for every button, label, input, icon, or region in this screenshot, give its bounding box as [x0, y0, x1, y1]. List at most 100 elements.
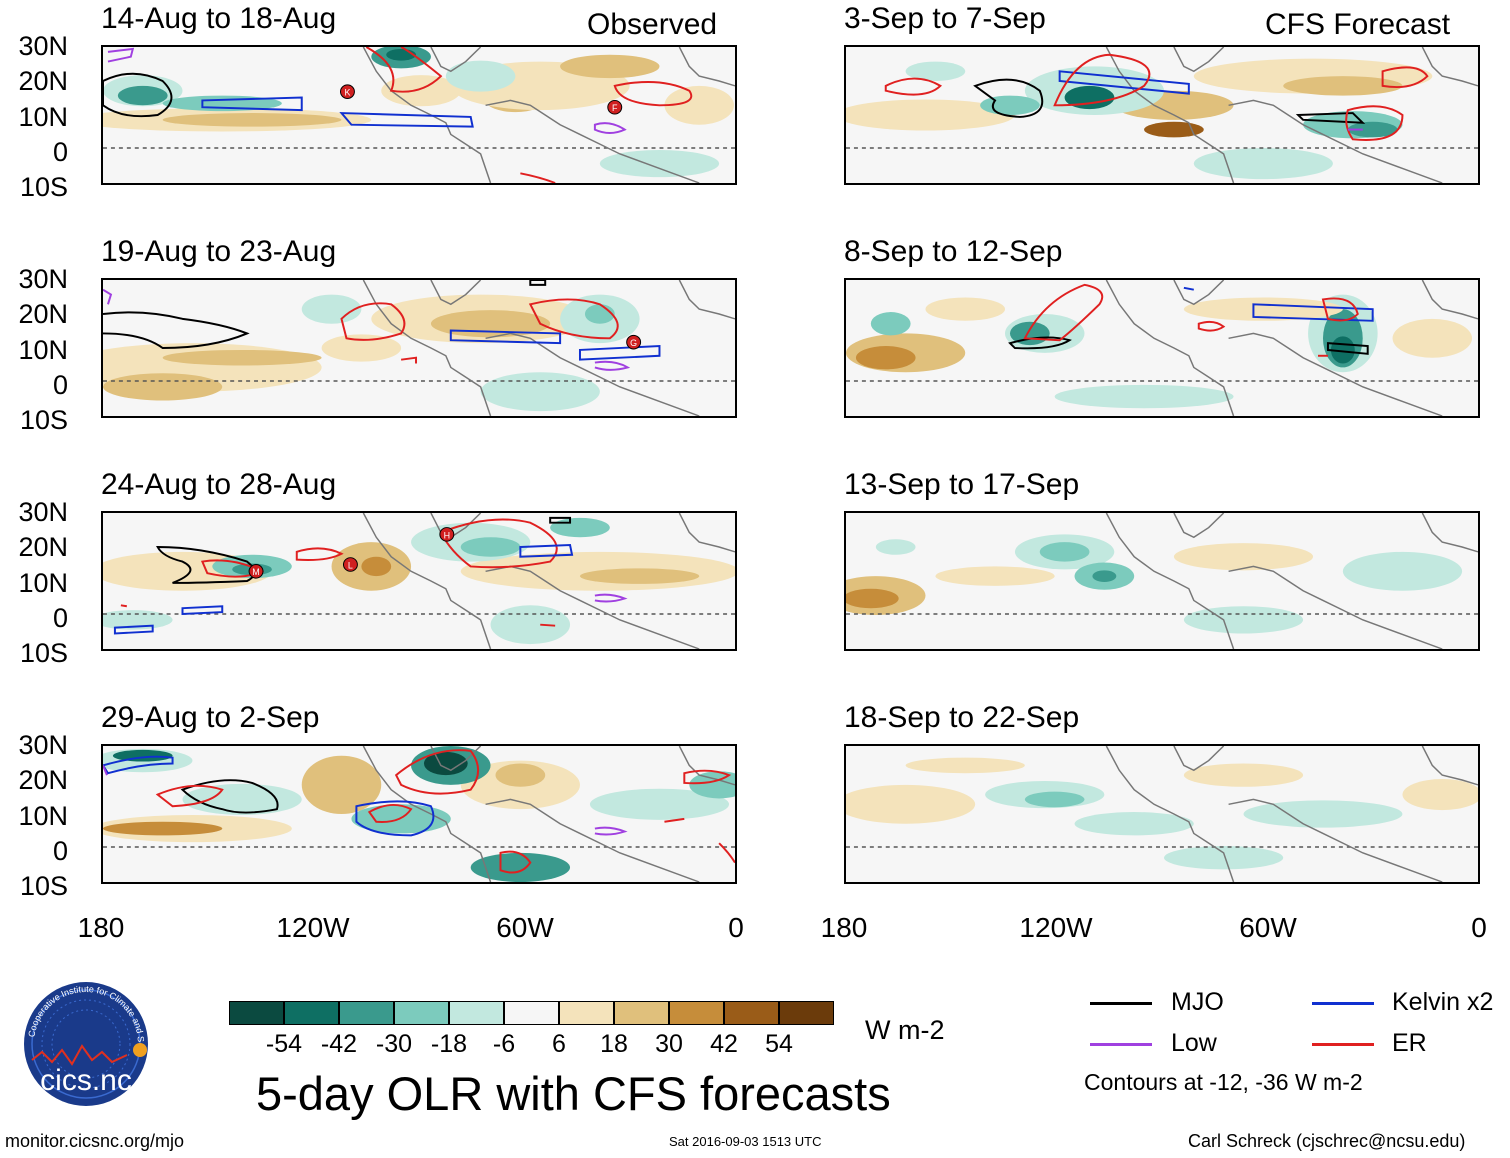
logo-text: cics.nc [40, 1064, 132, 1097]
lon-label: 120W [1019, 912, 1093, 943]
storm-marker-label: H [444, 530, 450, 540]
olr-anomaly-field [846, 294, 1473, 409]
lat-label: 10N [18, 801, 68, 831]
panel-title-1: 14-Aug to 18-Aug [101, 2, 337, 35]
lat-label: 30N [18, 264, 68, 294]
legend-label-kelvin: Kelvin x2 [1392, 988, 1494, 1016]
map-panel-8 [844, 744, 1480, 884]
lat-label: 20N [18, 765, 68, 795]
lat-label: 20N [18, 532, 68, 562]
lon-label: 60W [1239, 912, 1297, 943]
legend-note: Contours at -12, -36 W m-2 [1084, 1069, 1363, 1095]
coastlines [362, 280, 735, 416]
coastlines [1105, 746, 1478, 882]
coastlines [1105, 513, 1478, 649]
olr-anomaly-field [103, 294, 640, 412]
colorbar-swatch [724, 1001, 779, 1025]
olr-anomaly-field [103, 746, 735, 882]
lon-label: 120W [276, 912, 350, 943]
map-panel-2: G [101, 278, 737, 418]
olr-anomaly-field [103, 47, 735, 178]
coastlines [362, 47, 735, 183]
lon-label: 180 [820, 912, 868, 943]
storm-marker-label: L [348, 560, 353, 570]
lon-label: 60W [496, 912, 554, 943]
colorbar-swatch [284, 1001, 339, 1025]
lat-label: 20N [18, 299, 68, 329]
footer-author: Carl Schreck (cjschrec@ncsu.edu) [1188, 1131, 1466, 1151]
colorbar-swatch [504, 1001, 559, 1025]
legend-line-low [1090, 1043, 1152, 1046]
lat-label: 10S [19, 172, 68, 202]
colorbar-label: 30 [655, 1030, 683, 1058]
colorbar-label: 54 [765, 1030, 793, 1058]
sawtooth-graphic [31, 1044, 128, 1066]
cics-logo: Cooperative Institute for Climate and Sa… [9, 972, 160, 1108]
storm-marker-label: K [344, 88, 350, 98]
lat-label: 20N [18, 66, 68, 96]
forecast-label: CFS Forecast [1265, 8, 1451, 41]
panel-title-4: 29-Aug to 2-Sep [101, 701, 320, 734]
colorbar-swatch [559, 1001, 614, 1025]
colorbar-label: -18 [430, 1030, 468, 1058]
storm-marker-f: F [607, 99, 623, 115]
storm-marker-k: K [340, 84, 355, 99]
panel-title-3: 24-Aug to 28-Aug [101, 468, 337, 501]
lat-label: 0 [52, 603, 68, 633]
map-panel-6 [844, 278, 1480, 418]
storm-marker-h: H [439, 527, 455, 542]
wave-contours [884, 53, 1429, 141]
colorbar-label: -42 [320, 1030, 358, 1058]
lat-label: 30N [18, 730, 68, 760]
lon-label: 180 [77, 912, 125, 943]
lon-label: 0 [728, 912, 744, 943]
wave-contours [103, 47, 693, 183]
legend-line-mjo [1090, 1002, 1152, 1005]
lon-label: 0 [1471, 912, 1487, 943]
footer-timestamp: Sat 2016-09-03 1513 UTC [669, 1134, 822, 1149]
lat-label: 10S [19, 405, 68, 435]
colorbar-swatch [394, 1001, 449, 1025]
panel-title-7: 13-Sep to 17-Sep [844, 468, 1080, 501]
main-title: 5-day OLR with CFS forecasts [256, 1067, 891, 1120]
lat-label: 10N [18, 335, 68, 365]
olr-anomaly-field [103, 517, 735, 645]
legend-line-kelvin [1312, 1002, 1374, 1005]
legend-line-er [1312, 1043, 1374, 1046]
wave-contours [1008, 283, 1374, 357]
map-panel-5 [844, 45, 1480, 185]
map-panel-3: M L H [101, 511, 737, 651]
footer-url[interactable]: monitor.cicsnc.org/mjo [5, 1131, 185, 1151]
colorbar-swatch [229, 1001, 284, 1025]
lat-label: 10S [19, 638, 68, 668]
panel-title-6: 8-Sep to 12-Sep [844, 235, 1063, 268]
storm-marker-label: F [612, 103, 618, 113]
lat-label: 0 [52, 137, 68, 167]
olr-anomaly-field [846, 534, 1463, 634]
olr-anomaly-field [846, 58, 1433, 180]
colorbar-swatch [339, 1001, 394, 1025]
storm-marker-label: G [630, 338, 637, 348]
colorbar-swatch [449, 1001, 504, 1025]
colorbar-label: -6 [492, 1030, 516, 1058]
map-panel-7 [844, 511, 1480, 651]
colorbar-swatch [669, 1001, 724, 1025]
map-panel-1: K F [101, 45, 737, 185]
coastlines [362, 746, 735, 882]
storm-marker-l: L [342, 557, 358, 572]
colorbar-swatch [779, 1001, 834, 1025]
storm-marker-m: M [248, 564, 264, 579]
legend-label-low: Low [1171, 1029, 1217, 1057]
coastlines [1105, 280, 1478, 416]
legend-label-mjo: MJO [1171, 988, 1224, 1016]
lat-label: 10N [18, 568, 68, 598]
coastlines [1105, 47, 1478, 183]
storm-marker-g: G [626, 334, 642, 350]
lat-label: 0 [52, 370, 68, 400]
lat-label: 10S [19, 871, 68, 901]
sun-icon [133, 1043, 147, 1057]
map-panel-4 [101, 744, 737, 884]
wave-contours [103, 749, 735, 874]
colorbar-label: 18 [600, 1030, 628, 1058]
colorbar-label: -54 [265, 1030, 303, 1058]
